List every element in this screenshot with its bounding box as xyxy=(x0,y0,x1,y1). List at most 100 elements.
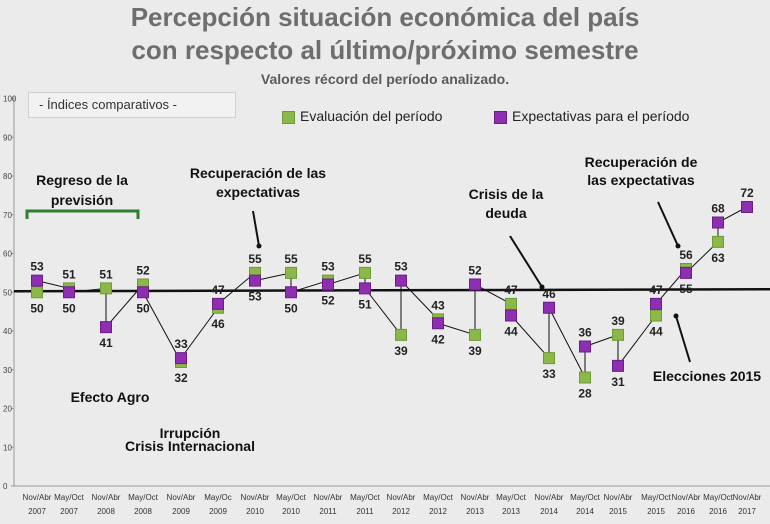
evaluation-value-label: 55 xyxy=(284,252,298,266)
annotation-a7: Recuperación de xyxy=(585,154,698,170)
y-tick-label: 0 xyxy=(3,482,8,491)
expectation-value-label: 33 xyxy=(174,337,188,351)
expectation-value-label: 31 xyxy=(611,375,625,389)
expectation-value-label: 50 xyxy=(136,301,150,315)
expectation-value-label: 53 xyxy=(30,260,44,274)
x-tick-label-period: May/Oct xyxy=(703,493,734,502)
expectation-point xyxy=(741,201,753,213)
y-tick-label: 80 xyxy=(3,172,12,181)
annotation-a12: Elecciones 2015 xyxy=(653,368,761,384)
pointer-recuperacion-2010-dot xyxy=(256,243,262,249)
annotation-a8: las expectativas xyxy=(587,172,695,188)
pointer-recuperacion-2010 xyxy=(252,210,260,247)
y-tick-label: 90 xyxy=(3,133,12,142)
x-tick-label-period: Nov/Abr xyxy=(23,493,52,502)
x-tick-label-period: Nov/Abr xyxy=(314,493,343,502)
x-tick-label-period: Nov/Abr xyxy=(461,493,490,502)
x-tick-label-period: May/Oct xyxy=(350,493,381,502)
evaluation-point xyxy=(612,328,624,341)
expectation-value-label: 41 xyxy=(99,336,113,350)
expectation-value-label: 53 xyxy=(248,290,262,304)
evaluation-point xyxy=(285,266,297,279)
pointer-elecciones-2015-dot xyxy=(673,313,679,319)
annotation-a11: Crisis Internacional xyxy=(125,438,255,454)
annotation-a6: deuda xyxy=(485,205,526,221)
expectation-point xyxy=(31,274,43,287)
x-tick-label-year: 2011 xyxy=(356,507,374,516)
expectation-value-label: 42 xyxy=(431,332,445,346)
evaluation-value-label: 63 xyxy=(711,251,725,265)
x-tick-label-period: Nov/Abr xyxy=(604,493,633,502)
expectation-point xyxy=(650,297,662,310)
pointer-crisis-deuda xyxy=(509,235,543,288)
evaluation-value-label: 53 xyxy=(321,260,335,274)
expectation-value-label: 52 xyxy=(468,264,482,278)
expectation-point xyxy=(612,359,624,372)
expectation-point xyxy=(579,340,591,353)
x-tick-label-year: 2013 xyxy=(466,507,484,516)
evaluation-point xyxy=(712,235,724,248)
x-tick-label-year: 2010 xyxy=(246,507,264,516)
y-tick-label: 30 xyxy=(3,366,12,375)
y-tick-label: 20 xyxy=(3,405,12,414)
x-tick-label-period: Nov/Abr xyxy=(241,493,270,502)
evaluation-point xyxy=(359,266,371,279)
x-tick-label-year: 2011 xyxy=(319,507,337,516)
x-tick-label-year: 2009 xyxy=(209,507,227,516)
expectation-point xyxy=(712,216,724,229)
index-label-box: - Índices comparativos - xyxy=(28,92,236,118)
evaluation-point xyxy=(100,282,112,295)
annotation-a1: Regreso de la xyxy=(36,172,128,188)
chart-subtitle: Valores récord del período analizado. xyxy=(260,71,510,87)
evaluation-point xyxy=(469,328,481,341)
expectation-value-label: 52 xyxy=(321,294,335,308)
expectation-point xyxy=(543,301,555,314)
evaluation-value-label: 43 xyxy=(431,298,445,312)
annotation-a9: Efecto Agro xyxy=(71,389,150,405)
expectation-point xyxy=(63,286,75,299)
evaluation-value-label: 55 xyxy=(248,252,262,266)
evaluation-value-label: 51 xyxy=(99,267,113,281)
expectation-point xyxy=(285,286,297,299)
pointer-recuperacion-2016 xyxy=(657,201,679,247)
x-tick-label-year: 2017 xyxy=(738,507,756,516)
expectation-point xyxy=(469,278,481,291)
y-tick-label: 70 xyxy=(3,211,12,220)
legend-evaluation-label: Evaluación del período xyxy=(300,108,443,124)
x-tick-label-year: 2014 xyxy=(540,507,558,516)
evaluation-value-label: 50 xyxy=(30,301,44,315)
y-tick-label: 50 xyxy=(3,288,12,297)
x-tick-label-period: May/Oct xyxy=(128,493,159,502)
x-tick-label-year: 2007 xyxy=(60,507,78,516)
x-tick-label-period: May/Oct xyxy=(496,493,527,502)
evaluation-value-label: 55 xyxy=(358,252,372,266)
expectation-point xyxy=(680,266,692,279)
legend-expectations-label: Expectativas para el período xyxy=(512,108,690,124)
evaluation-value-label: 39 xyxy=(394,344,408,358)
expectation-value-label: 47 xyxy=(211,283,225,297)
y-tick-label: 40 xyxy=(3,327,12,336)
expectation-point xyxy=(505,309,517,322)
x-tick-label-period: May/Oct xyxy=(423,493,454,502)
x-tick-label-period: Nov/Abr xyxy=(92,493,121,502)
x-tick-label-year: 2013 xyxy=(502,507,520,516)
annotation-a2: previsión xyxy=(51,192,113,208)
evaluation-point xyxy=(579,371,591,384)
evaluation-value-label: 28 xyxy=(578,387,592,401)
annotation-a10: Irrupción xyxy=(160,425,221,441)
x-tick-label-year: 2008 xyxy=(97,507,115,516)
pointer-crisis-deuda-dot xyxy=(539,284,545,290)
expectation-value-label: 46 xyxy=(542,287,556,301)
expectation-value-label: 55 xyxy=(679,282,693,296)
x-tick-label-year: 2010 xyxy=(282,507,300,516)
annotation-a3: Recuperación de las xyxy=(190,165,326,181)
y-tick-label: 10 xyxy=(3,443,12,452)
y-tick-label: 100 xyxy=(3,95,17,104)
x-tick-label-period: Nov/Abr xyxy=(733,493,762,502)
x-tick-label-year: 2012 xyxy=(392,507,410,516)
evaluation-point xyxy=(543,352,555,365)
x-tick-label-year: 2009 xyxy=(172,507,190,516)
evaluation-value-label: 47 xyxy=(504,283,518,297)
x-tick-label-period: May/Oct xyxy=(276,493,307,502)
x-tick-label-period: May/Oc xyxy=(204,493,232,502)
